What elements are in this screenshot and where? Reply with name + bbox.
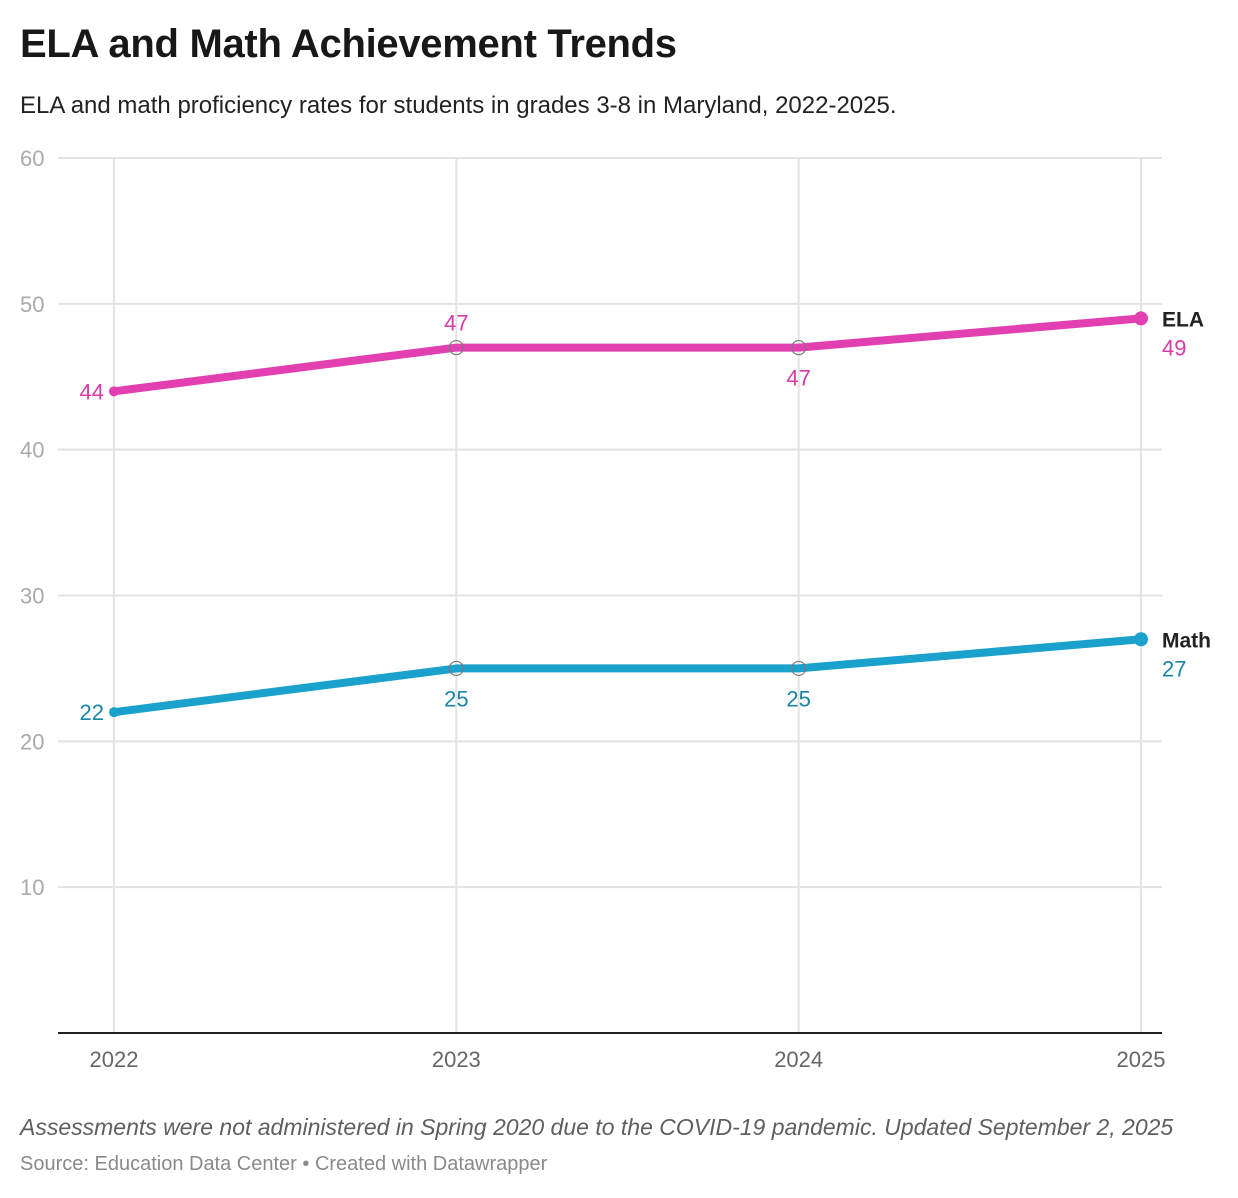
x-tick-label: 2025 [1117,1047,1166,1072]
series-line-math [110,635,1145,717]
grid-layer [58,157,1162,1034]
y-tick-label: 50 [20,292,44,317]
data-label: 22 [80,700,104,725]
data-label: 44 [80,379,104,404]
x-tick-label: 2022 [90,1047,139,1072]
chart-title: ELA and Math Achievement Trends [20,22,677,66]
data-point [448,660,464,677]
data-label: 47 [444,311,468,336]
data-point [448,339,464,356]
series-lines [110,314,1145,717]
series-label-ela: ELA [1162,308,1204,331]
data-point [109,707,119,718]
chart-notes: Assessments were not administered in Spr… [20,1114,1174,1140]
chart-subtitle: ELA and math proficiency rates for stude… [20,92,897,119]
x-tick-label: 2023 [432,1047,481,1072]
x-axis-ticks: 2022 2023 2024 2025 [90,1047,1166,1072]
y-tick-label: 30 [20,584,44,609]
y-tick-label: 10 [20,875,44,900]
line-chart: 10 20 30 40 50 60 2022 2023 2024 2025 44 47 47 49 EL… [20,146,1211,1072]
data-point [1134,632,1148,647]
y-tick-label: 40 [20,438,44,463]
y-tick-label: 60 [20,146,44,171]
y-axis-ticks: 10 20 30 40 50 60 [20,146,44,900]
data-point [1134,311,1148,326]
data-label: 27 [1162,656,1186,681]
data-label: 47 [786,366,810,391]
data-labels: 44 47 47 49 ELA 22 25 25 27 Math [80,308,1211,725]
y-tick-label: 20 [20,729,44,754]
series-line-ela [110,314,1145,396]
series-points [109,311,1148,718]
data-label: 25 [444,686,468,711]
x-tick-label: 2024 [774,1047,823,1072]
data-point [109,386,119,397]
data-label: 25 [786,686,810,711]
chart-source: Source: Education Data Center • Created … [20,1153,548,1175]
series-label-math: Math [1162,629,1211,652]
data-label: 49 [1162,335,1186,360]
data-point [791,660,807,677]
data-point [791,339,807,356]
